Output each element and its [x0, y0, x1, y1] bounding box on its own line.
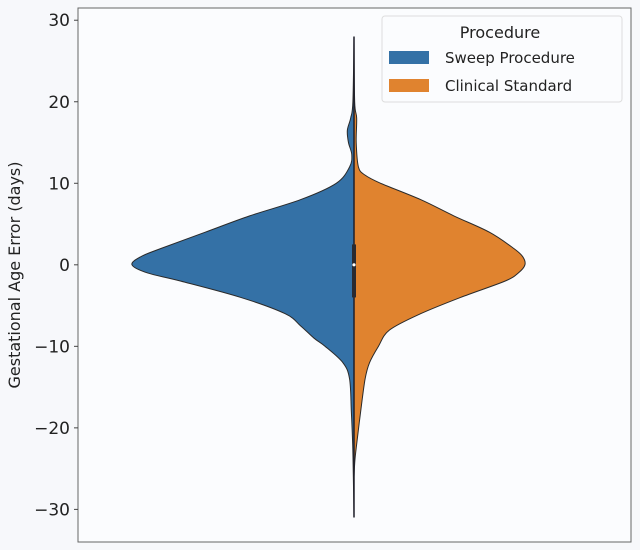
violins — [131, 36, 526, 518]
y-tick-label: 10 — [48, 174, 70, 194]
violin-half-clinical — [353, 36, 526, 477]
iqr-box — [352, 244, 356, 298]
y-tick-label: 30 — [48, 11, 70, 31]
y-tick-label: 0 — [59, 256, 70, 276]
violin-half-sweep — [131, 36, 355, 518]
legend-title: Procedure — [460, 23, 540, 42]
legend-label-sweep: Sweep Procedure — [445, 49, 575, 67]
y-tick-label: −10 — [34, 337, 70, 357]
y-axis-label: Gestational Age Error (days) — [5, 161, 24, 388]
legend-swatch-clinical — [389, 79, 429, 92]
legend-swatch-sweep — [389, 51, 429, 64]
y-tick-label: 20 — [48, 93, 70, 113]
y-tick-label: −30 — [34, 500, 70, 520]
legend-label-clinical: Clinical Standard — [445, 77, 572, 95]
median-point — [352, 263, 356, 267]
y-axis: 30 20 10 0 −10 −20 −30 — [34, 11, 78, 520]
legend-box — [381, 15, 623, 103]
y-tick-label: −20 — [34, 419, 70, 439]
legend: Procedure Sweep Procedure Clinical Stand… — [381, 15, 623, 103]
